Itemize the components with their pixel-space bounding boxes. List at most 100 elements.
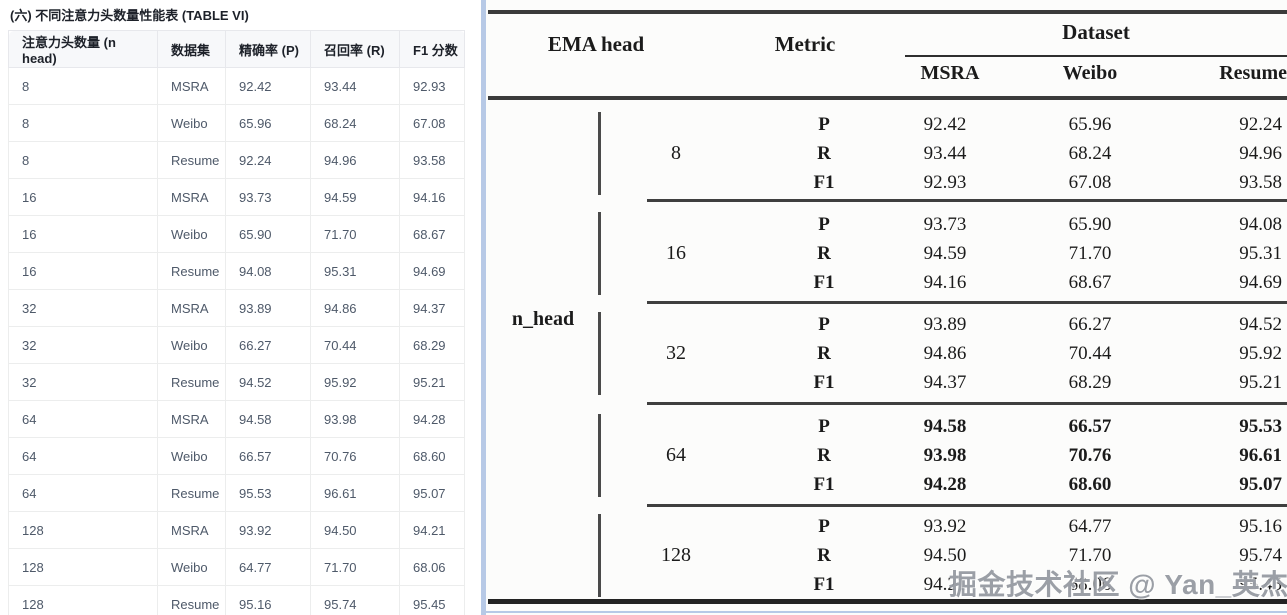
table-cell: Resume [157, 474, 226, 512]
msra-value: 93.92 [923, 516, 967, 537]
table-row: 64 MSRA 94.58 93.98 94.28 [8, 400, 465, 438]
col-header-dataset: Dataset [1062, 20, 1130, 44]
table-cell: 92.24 [225, 141, 311, 179]
paper-row: R 93.44 68.24 94.96 [486, 139, 1287, 168]
metric-label: P [818, 214, 830, 235]
paper-group-32: 32 P 93.89 66.27 94.52 R 94.86 70.44 95.92 F1 94.3… [486, 310, 1287, 397]
bottom-rule [488, 599, 1287, 604]
msra-value: 94.58 [923, 416, 967, 437]
group-bracket [598, 312, 601, 395]
table-cell: Weibo [157, 104, 226, 142]
table-cell: 94.86 [310, 289, 400, 327]
table-cell: 95.53 [225, 474, 311, 512]
group-separator-rule [647, 199, 1287, 202]
msra-value: 93.73 [923, 214, 967, 235]
weibo-value: 70.76 [1068, 445, 1112, 466]
metric-label: R [817, 343, 831, 364]
weibo-value: 68.60 [1068, 474, 1112, 495]
table-cell: 94.58 [225, 400, 311, 438]
table-row: 32 MSRA 93.89 94.86 94.37 [8, 289, 465, 327]
weibo-value: 68.06 [1068, 574, 1112, 595]
resume-value: 95.31 [1239, 243, 1282, 264]
table-cell: MSRA [157, 67, 226, 105]
article-panel: (六) 不同注意力头数量性能表 (TABLE VI) 注意力头数量 (n hea… [0, 0, 472, 615]
column-header-0: 注意力头数量 (n head) [8, 30, 158, 68]
metric-label: R [817, 445, 831, 466]
table-cell: 32 [8, 326, 158, 364]
paper-figure: EMA head Metric Dataset MSRA Weibo Resum… [481, 0, 1287, 615]
table-cell: Resume [157, 585, 226, 615]
table-header-row: 注意力头数量 (n head) 数据集 精确率 (P) 召回率 (R) F1 分数 [8, 30, 465, 68]
resume-value: 95.45 [1239, 574, 1282, 595]
metric-label: R [817, 243, 831, 264]
table-row: 8 Weibo 65.96 68.24 67.08 [8, 104, 465, 142]
msra-value: 94.86 [923, 343, 967, 364]
table-cell: MSRA [157, 400, 226, 438]
column-header-2: 精确率 (P) [225, 30, 311, 68]
metric-label: P [818, 416, 830, 437]
column-header-4: F1 分数 [399, 30, 465, 68]
table-cell: 94.69 [399, 252, 465, 290]
table-cell: 95.74 [310, 585, 400, 615]
table-cell: 94.21 [399, 511, 465, 549]
resume-value: 95.74 [1239, 545, 1282, 566]
table-cell: Weibo [157, 437, 226, 475]
msra-value: 94.50 [923, 545, 967, 566]
table-cell: 32 [8, 363, 158, 401]
weibo-value: 67.08 [1068, 172, 1112, 193]
table-row: 128 Weibo 64.77 71.70 68.06 [8, 548, 465, 586]
weibo-value: 66.57 [1068, 416, 1112, 437]
table-cell: Resume [157, 363, 226, 401]
table-cell: 68.60 [399, 437, 465, 475]
table-cell: 92.93 [399, 67, 465, 105]
group-head-value: 64 [666, 444, 686, 466]
group-bracket [598, 112, 601, 195]
table-row: 128 Resume 95.16 95.74 95.45 [8, 585, 465, 615]
table-cell: 68.06 [399, 548, 465, 586]
group-head-value: 128 [661, 544, 691, 566]
paper-group-16: 16 P 93.73 65.90 94.08 R 94.59 71.70 95.31 F1 94.1… [486, 210, 1287, 297]
table-cell: Weibo [157, 548, 226, 586]
group-bracket [598, 414, 601, 497]
table-body: 8 MSRA 92.42 93.44 92.93 8 Weibo 65.96 68.24 67.0… [8, 67, 465, 615]
table-row: 64 Weibo 66.57 70.76 68.60 [8, 437, 465, 475]
col-header-weibo: Weibo [1062, 62, 1118, 84]
table-cell: 128 [8, 548, 158, 586]
table-cell: 94.08 [225, 252, 311, 290]
weibo-value: 71.70 [1068, 545, 1112, 566]
metric-label: P [818, 314, 830, 335]
weibo-value: 66.27 [1068, 314, 1112, 335]
table-row: 32 Resume 94.52 95.92 95.21 [8, 363, 465, 401]
table-row: 128 MSRA 93.92 94.50 94.21 [8, 511, 465, 549]
row-group-label: n_head [511, 308, 575, 330]
table-cell: Weibo [157, 215, 226, 253]
table-cell: 95.07 [399, 474, 465, 512]
weibo-value: 64.77 [1068, 516, 1112, 537]
top-rule [488, 10, 1287, 14]
frame-bottom-edge [486, 611, 1287, 613]
weibo-value: 68.29 [1068, 372, 1112, 393]
weibo-value: 68.24 [1068, 143, 1112, 164]
watermark: 掘金技术社区 @ Yan_英杰 [949, 569, 1287, 600]
group-separator-rule [647, 301, 1287, 304]
column-header-1: 数据集 [157, 30, 226, 68]
table-cell: 70.44 [310, 326, 400, 364]
table-cell: 92.42 [225, 67, 311, 105]
weibo-value: 68.67 [1068, 272, 1112, 293]
metric-label: F1 [813, 372, 835, 393]
table-cell: 93.58 [399, 141, 465, 179]
table-cell: 95.92 [310, 363, 400, 401]
table-caption: (六) 不同注意力头数量性能表 (TABLE VI) [10, 8, 249, 23]
table-cell: MSRA [157, 511, 226, 549]
paper-row: R 94.59 71.70 95.31 [486, 239, 1287, 268]
table-cell: 16 [8, 215, 158, 253]
group-head-value: 8 [671, 142, 681, 164]
header-bottom-rule [488, 96, 1287, 100]
group-head-value: 32 [666, 342, 686, 364]
resume-value: 94.69 [1239, 272, 1282, 293]
col-header-metric: Metric [774, 32, 836, 56]
column-header-3: 召回率 (R) [310, 30, 400, 68]
paper-row: P 93.73 65.90 94.08 [486, 210, 1287, 239]
